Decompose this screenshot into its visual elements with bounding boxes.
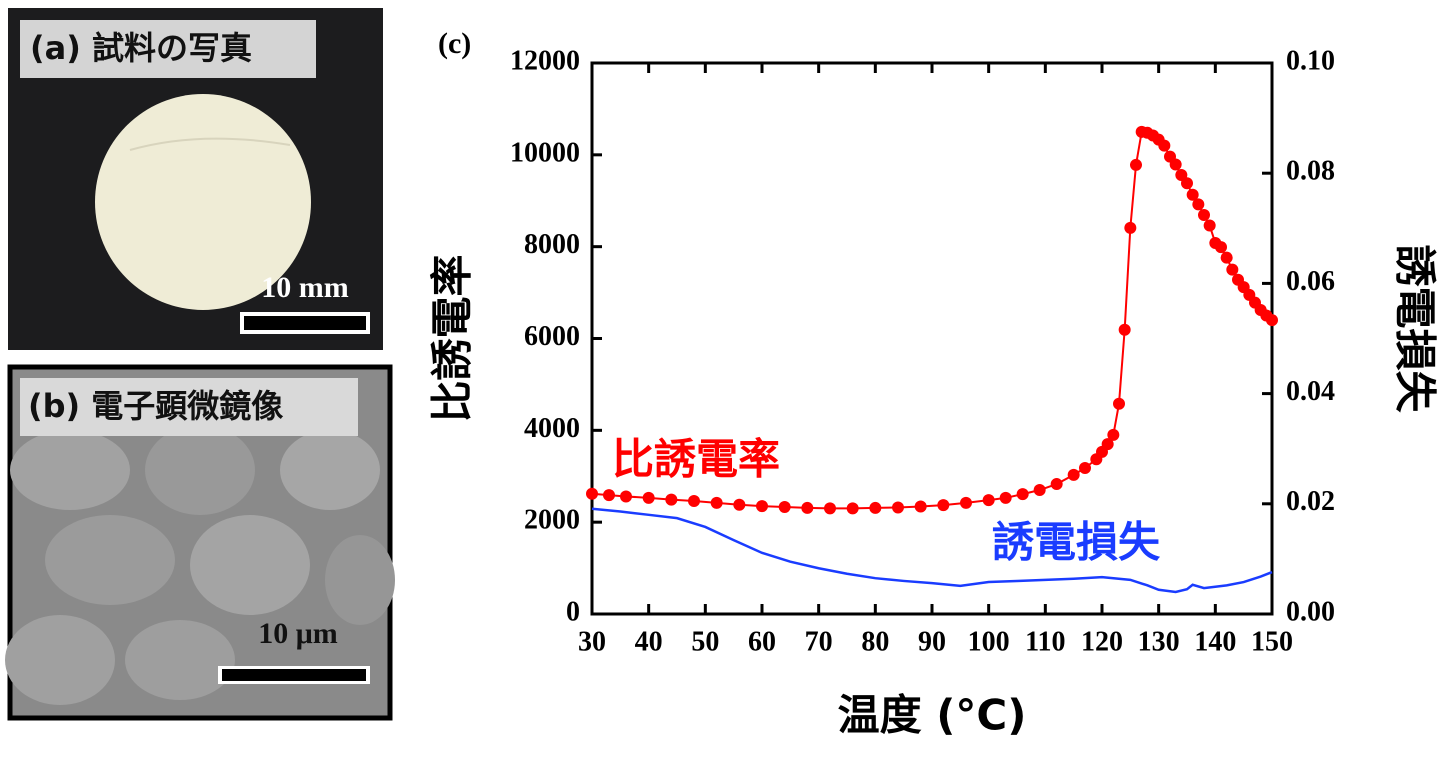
data-point: [1130, 158, 1142, 171]
grain: [125, 620, 235, 700]
data-point: [1079, 461, 1091, 474]
data-point: [1215, 241, 1227, 254]
data-point: [1101, 438, 1114, 451]
data-point: [1192, 198, 1205, 211]
y2-tick-label: 0.00: [1286, 596, 1335, 627]
grain: [280, 430, 380, 510]
y2-tick-label: 0.08: [1286, 156, 1335, 187]
data-point: [733, 498, 746, 511]
x-tick-label: 30: [578, 626, 606, 657]
data-point: [914, 500, 927, 513]
panel-label: (a) 試料の写真: [30, 29, 252, 67]
scale-label: 10 mm: [261, 271, 348, 304]
sample-disc: [95, 94, 311, 310]
data-point: [1198, 208, 1210, 221]
x-tick-label: 130: [1138, 626, 1180, 657]
data-point: [937, 499, 950, 512]
x-tick-label: 100: [968, 626, 1010, 657]
y-tick-label: 12000: [510, 45, 580, 76]
scale-bar: [244, 316, 366, 330]
y-tick-label: 2000: [524, 505, 580, 536]
data-point: [801, 501, 814, 514]
data-point: [846, 502, 859, 515]
y-tick-label: 10000: [510, 137, 580, 168]
panel-label: (c): [438, 27, 471, 60]
data-point: [1113, 397, 1125, 410]
x-tick-label: 50: [691, 626, 719, 657]
x-axis-label: 温度 (°C): [838, 691, 1027, 740]
data-point: [1226, 263, 1239, 276]
x-tick-label: 80: [861, 626, 889, 657]
grain: [5, 615, 115, 705]
scale-bar: [222, 669, 366, 681]
data-point: [869, 501, 882, 514]
y-tick-label: 6000: [524, 321, 580, 352]
grain: [190, 515, 310, 615]
data-point: [665, 493, 678, 506]
data-point: [892, 501, 904, 514]
panel-label: (b) 電子顕微鏡像: [28, 387, 283, 425]
grain: [45, 515, 175, 605]
data-point: [1186, 188, 1199, 201]
disc-edge: [129, 137, 291, 151]
data-point: [1181, 177, 1193, 190]
data-point: [1067, 468, 1080, 481]
data-point: [1266, 314, 1278, 327]
data-point: [1203, 219, 1216, 232]
grain: [10, 430, 130, 510]
data-point: [1118, 323, 1131, 336]
data-point: [688, 495, 700, 508]
series-line: [591, 507, 1273, 594]
data-point: [999, 491, 1012, 504]
y2-tick-label: 0.02: [1286, 486, 1335, 517]
data-point: [1107, 428, 1120, 441]
label-box: [20, 378, 358, 436]
y2-axis-label: 誘電損失: [1391, 244, 1440, 413]
x-tick-label: 110: [1025, 626, 1065, 657]
data-point: [778, 501, 791, 514]
data-point: [756, 500, 768, 513]
grain: [325, 535, 395, 625]
grain: [145, 425, 255, 515]
y-axis-label: 比誘電率: [428, 254, 477, 422]
y-tick-label: 4000: [524, 413, 580, 444]
data-point: [710, 496, 723, 509]
data-point: [982, 494, 995, 507]
x-tick-label: 70: [805, 626, 833, 657]
data-point: [603, 489, 615, 502]
data-point: [1033, 484, 1046, 497]
data-point: [960, 496, 972, 509]
data-point: [1220, 251, 1233, 264]
x-tick-label: 150: [1251, 626, 1293, 657]
data-point: [586, 487, 598, 500]
data-point: [620, 490, 632, 503]
x-tick-label: 140: [1194, 626, 1236, 657]
y-tick-label: 8000: [524, 229, 580, 260]
x-tick-label: 120: [1081, 626, 1123, 657]
annotation: 比誘電率: [612, 435, 780, 484]
x-tick-label: 40: [635, 626, 663, 657]
x-tick-label: 60: [748, 626, 776, 657]
data-point: [1124, 221, 1137, 234]
y-tick-label: 0: [566, 596, 580, 627]
y2-tick-label: 0.06: [1286, 266, 1335, 297]
data-point: [1050, 478, 1063, 491]
data-point: [1016, 488, 1029, 501]
data-point: [1158, 139, 1171, 152]
sem-panel: (b) 電子顕微鏡像 10 μm: [5, 364, 395, 721]
label-box: [20, 20, 316, 78]
data-point: [824, 502, 836, 515]
annotation: 誘電損失: [992, 518, 1161, 567]
y2-tick-label: 0.10: [1286, 45, 1335, 76]
data-point: [1169, 158, 1182, 171]
data-point: [642, 491, 655, 504]
y2-tick-label: 0.04: [1286, 376, 1335, 407]
x-tick-label: 90: [918, 626, 946, 657]
scale-label: 10 μm: [258, 617, 338, 650]
photo-panel: (a) 試料の写真 10 mm: [8, 8, 383, 350]
